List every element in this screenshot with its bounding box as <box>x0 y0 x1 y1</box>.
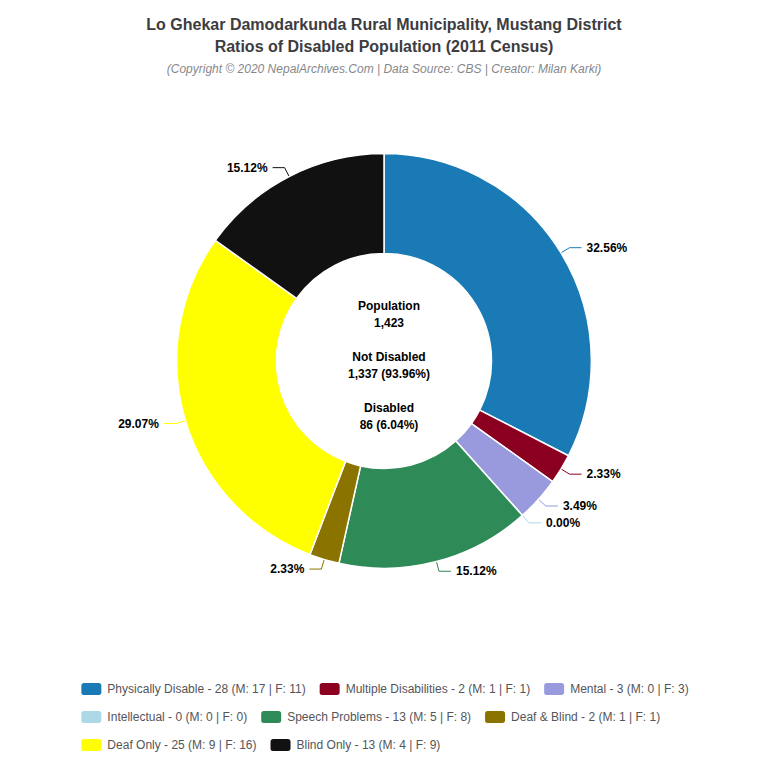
svg-text:29.07%: 29.07% <box>118 417 159 431</box>
svg-text:1,423: 1,423 <box>374 316 404 330</box>
svg-text:Intellectual - 0 (M: 0 | F: 0): Intellectual - 0 (M: 0 | F: 0) <box>107 710 247 724</box>
svg-text:Population: Population <box>358 299 420 313</box>
svg-text:Blind Only - 13 (M: 4 | F: 9): Blind Only - 13 (M: 4 | F: 9) <box>297 738 441 752</box>
svg-text:15.12%: 15.12% <box>227 161 268 175</box>
svg-text:Speech Problems - 13 (M: 5 | F: Speech Problems - 13 (M: 5 | F: 8) <box>287 710 471 724</box>
svg-text:Disabled: Disabled <box>364 401 414 415</box>
svg-text:Deaf & Blind - 2 (M: 1 | F: 1): Deaf & Blind - 2 (M: 1 | F: 1) <box>511 710 660 724</box>
svg-text:1,337 (93.96%): 1,337 (93.96%) <box>348 367 430 381</box>
svg-text:(Copyright © 2020 NepalArchive: (Copyright © 2020 NepalArchives.Com | Da… <box>167 62 602 76</box>
svg-text:2.33%: 2.33% <box>587 467 621 481</box>
svg-text:Physically Disable - 28 (M: 17: Physically Disable - 28 (M: 17 | F: 11) <box>107 682 305 696</box>
svg-text:86 (6.04%): 86 (6.04%) <box>360 418 419 432</box>
svg-text:3.49%: 3.49% <box>563 499 597 513</box>
svg-text:Not Disabled: Not Disabled <box>352 350 425 364</box>
svg-text:32.56%: 32.56% <box>587 241 628 255</box>
svg-text:Ratios of Disabled Population: Ratios of Disabled Population (2011 Cens… <box>215 38 554 55</box>
svg-text:15.12%: 15.12% <box>456 564 497 578</box>
svg-text:Mental - 3 (M: 0 | F: 3): Mental - 3 (M: 0 | F: 3) <box>570 682 688 696</box>
svg-text:0.00%: 0.00% <box>546 516 580 530</box>
svg-text:2.33%: 2.33% <box>270 562 304 576</box>
svg-text:Lo Ghekar Damodarkunda Rural M: Lo Ghekar Damodarkunda Rural Municipalit… <box>146 16 622 33</box>
svg-text:Multiple Disabilities - 2 (M:: Multiple Disabilities - 2 (M: 1 | F: 1) <box>346 682 531 696</box>
svg-text:Deaf Only - 25 (M: 9 | F: 16): Deaf Only - 25 (M: 9 | F: 16) <box>107 738 256 752</box>
